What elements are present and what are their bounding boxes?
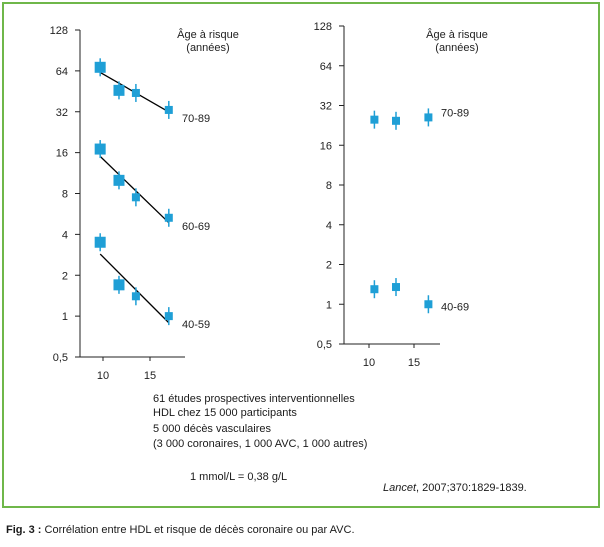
y-tick-label: 64 <box>320 61 332 73</box>
fit-line <box>99 253 170 324</box>
panel-title-line: (années) <box>186 42 229 54</box>
data-point <box>370 115 379 124</box>
note-breakdown: (3 000 coronaires, 1 000 AVC, 1 000 autr… <box>153 438 368 450</box>
note-conversion: 1 mmol/L = 0,38 g/L <box>190 471 288 483</box>
data-point <box>164 105 173 114</box>
y-tick-label: 128 <box>314 21 332 33</box>
series-label: 70-89 <box>441 107 469 119</box>
data-point <box>94 143 106 155</box>
y-tick-label: 2 <box>326 260 332 272</box>
y-tick-label: 0,5 <box>317 339 332 351</box>
data-point <box>131 88 140 97</box>
panel-title-line: Âge à risque <box>177 28 239 41</box>
data-point <box>113 279 125 291</box>
data-point <box>131 193 140 202</box>
data-point <box>113 84 125 96</box>
reference-journal: Lancet <box>383 482 417 494</box>
panel-title-line: Âge à risque <box>426 28 488 41</box>
figure-caption: Fig. 3 : Corrélation entre HDL et risque… <box>6 524 355 536</box>
y-tick-label: 1 <box>62 311 68 323</box>
reference-details: , 2007;370:1829-1839. <box>416 482 527 494</box>
data-point <box>94 61 106 73</box>
x-tick-label: 15 <box>408 357 420 369</box>
x-tick-label: 10 <box>363 357 375 369</box>
series-label: 40-69 <box>441 301 469 313</box>
y-tick-label: 16 <box>320 140 332 152</box>
x-tick-label: 15 <box>144 370 156 382</box>
x-tick-label: 10 <box>97 370 109 382</box>
data-point <box>131 292 140 301</box>
caption-text: Corrélation entre HDL et risque de décès… <box>41 524 355 536</box>
figure-frame <box>2 2 600 508</box>
panel-title-line: (années) <box>435 42 478 54</box>
data-point <box>164 213 173 222</box>
reference: Lancet, 2007;370:1829-1839. <box>383 481 527 496</box>
y-tick-label: 32 <box>320 101 332 113</box>
y-tick-label: 8 <box>62 189 68 201</box>
y-tick-label: 32 <box>56 107 68 119</box>
note-participants: HDL chez 15 000 participants <box>153 407 297 419</box>
data-point <box>164 312 173 321</box>
y-tick-label: 64 <box>56 66 68 78</box>
data-point <box>392 116 400 125</box>
fit-line <box>99 155 170 224</box>
y-tick-label: 0,5 <box>53 352 68 364</box>
note-deaths: 5 000 décès vasculaires <box>153 423 272 435</box>
data-point <box>113 174 125 186</box>
y-tick-label: 16 <box>56 148 68 160</box>
data-point <box>392 283 400 292</box>
note-studies: 61 études prospectives interventionnelle… <box>153 393 355 405</box>
y-tick-label: 4 <box>62 229 68 241</box>
y-tick-label: 1 <box>326 299 332 311</box>
y-tick-label: 4 <box>326 220 332 232</box>
caption-label: Fig. 3 : <box>6 524 42 536</box>
series-label: 70-89 <box>182 113 210 125</box>
data-point <box>94 236 106 248</box>
y-tick-label: 8 <box>326 180 332 192</box>
data-point <box>424 113 433 122</box>
data-point <box>424 300 433 309</box>
y-tick-label: 128 <box>50 25 68 37</box>
data-point <box>370 285 379 294</box>
y-tick-label: 2 <box>62 270 68 282</box>
series-label: 40-59 <box>182 319 210 331</box>
series-label: 60-69 <box>182 221 210 233</box>
